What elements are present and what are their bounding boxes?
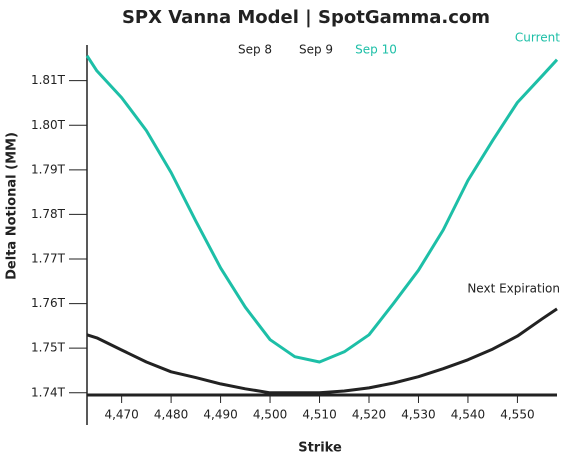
y-tick-label: 1.77T: [31, 252, 66, 266]
y-tick-label: 1.78T: [31, 207, 66, 221]
x-axis-title: Strike: [298, 441, 342, 456]
chart-title: SPX Vanna Model | SpotGamma.com: [122, 7, 490, 28]
x-tick-label: 4,490: [203, 408, 237, 422]
y-tick-label: 1.79T: [31, 162, 66, 176]
series-label: Next Expiration: [467, 281, 560, 295]
x-tick-label: 4,530: [401, 408, 435, 422]
x-tick-label: 4,520: [352, 408, 386, 422]
x-tick-label: 4,510: [302, 408, 336, 422]
y-tick-label: 1.81T: [31, 73, 66, 87]
legend-entry: Sep 9: [299, 43, 333, 57]
x-tick-label: 4,480: [154, 408, 188, 422]
x-tick-label: 4,470: [104, 408, 138, 422]
y-tick-label: 1.76T: [31, 296, 66, 310]
x-tick-label: 4,550: [500, 408, 534, 422]
series-line: [86, 307, 558, 395]
y-tick-label: 1.80T: [31, 118, 66, 132]
y-axis-title: Delta Notional (MM): [5, 132, 20, 280]
legend-entry: Sep 10: [355, 43, 397, 57]
y-tick-label: 1.75T: [31, 341, 66, 355]
y-tick-label: 1.74T: [31, 385, 66, 399]
legend-entry: Sep 8: [238, 43, 272, 57]
x-tick-label: 4,500: [253, 408, 287, 422]
series-label: Current: [515, 31, 560, 45]
series-line: [85, 54, 559, 364]
x-tick-label: 4,540: [451, 408, 485, 422]
